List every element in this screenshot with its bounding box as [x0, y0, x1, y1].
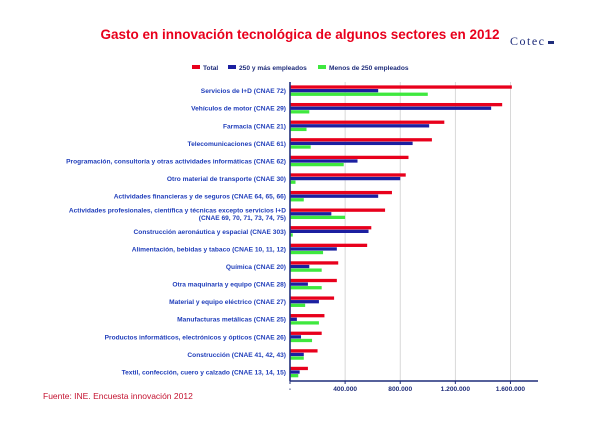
bar-large	[290, 335, 302, 339]
category-label: Actividades financieras y de seguros (CN…	[114, 194, 286, 201]
category-label: Material y equipo eléctrico (CNAE 27)	[169, 299, 286, 306]
category-labels: Servicios de I+D (CNAE 72) Vehículos de m…	[66, 88, 286, 376]
brand-name: Cotec	[510, 34, 546, 48]
legend-swatch	[228, 65, 236, 69]
category-label: Otra maquinaria y equipo (CNAE 28)	[172, 282, 286, 289]
x-tick-label: -	[289, 386, 291, 393]
bar-large	[290, 317, 297, 321]
category-label: Vehículos de motor (CNAE 29)	[191, 106, 286, 113]
bar-small	[290, 215, 346, 220]
bar-small	[290, 162, 344, 167]
legend-label: Total	[203, 65, 218, 72]
bars	[290, 85, 512, 378]
bar-total	[290, 243, 368, 247]
category-label: Alimentación, bebidas y tabaco (CNAE 10,…	[132, 246, 286, 253]
brand-logo: Cotec	[510, 34, 554, 49]
bar-total	[290, 120, 445, 124]
x-tick-label: 1.200.000	[441, 386, 471, 393]
bar-small	[290, 198, 304, 202]
bar-small	[290, 286, 322, 290]
legend-swatch	[192, 65, 200, 69]
bar-total	[290, 85, 512, 89]
bar-total	[290, 138, 432, 142]
bar-total	[290, 208, 386, 212]
bar-large	[290, 370, 300, 374]
x-tick-label: 1.600.000	[496, 386, 526, 393]
bar-small	[290, 145, 311, 149]
bar-small	[290, 338, 313, 343]
bar-small	[290, 92, 428, 96]
bar-large	[290, 176, 401, 181]
category-label: Construcción aeronáutica y espacial (CNA…	[134, 229, 286, 236]
category-label: Manufacturas metálicas (CNAE 25)	[177, 317, 286, 324]
bar-total	[290, 102, 503, 107]
bar-small	[290, 233, 293, 237]
bar-small	[290, 303, 306, 307]
bar-small	[290, 180, 296, 184]
bar-large	[290, 300, 319, 304]
bar-total	[290, 278, 337, 283]
category-label: Farmacia (CNAE 21)	[223, 123, 286, 130]
bar-large	[290, 194, 379, 198]
bar-small	[290, 127, 307, 132]
bar-total	[290, 261, 339, 265]
x-tick-label: 400.000	[333, 386, 357, 393]
bar-small	[290, 250, 324, 255]
bar-total	[290, 314, 325, 318]
category-label: Actividades profesionales, científica y …	[69, 208, 286, 215]
bar-total	[290, 296, 335, 300]
category-label: Programación, consultoría y otras activi…	[66, 158, 286, 165]
legend-swatch	[318, 65, 326, 69]
bar-small	[290, 268, 322, 272]
x-tick-label: 800.000	[388, 386, 412, 393]
brand-mark-icon	[547, 40, 554, 44]
bar-total	[290, 155, 409, 160]
bar-large	[290, 141, 413, 146]
bar-large	[290, 88, 379, 93]
category-label: Química (CNAE 20)	[226, 264, 286, 271]
bar-small	[290, 321, 319, 325]
bar-large	[290, 229, 369, 233]
bar-large	[290, 159, 358, 163]
bar-small	[290, 374, 299, 378]
source-note: Fuente: INE. Encuesta innovación 2012	[43, 391, 193, 401]
legend-label: Menos de 250 empleados	[329, 65, 409, 72]
bar-small	[290, 356, 304, 360]
category-label: Productos informáticos, electrónicos y ó…	[105, 334, 286, 341]
bar-total	[290, 226, 372, 230]
bar-large	[290, 264, 310, 269]
bar-total	[290, 331, 322, 335]
bar-total	[290, 349, 318, 353]
bar-large	[290, 124, 430, 128]
bar-large	[290, 282, 308, 286]
axes: - 400.000 800.000 1.200.000 1.600.000	[289, 82, 538, 393]
bar-large	[290, 247, 337, 251]
bar-large	[290, 212, 332, 216]
bar-large	[290, 106, 492, 110]
category-label: (CNAE 69, 70, 71, 73, 74, 75)	[199, 215, 286, 222]
category-label: Otro material de transporte (CNAE 30)	[167, 176, 286, 183]
bar-total	[290, 173, 406, 177]
legend-label: 250 y más empleados	[239, 65, 307, 72]
bar-small	[290, 110, 310, 114]
bar-total	[290, 190, 392, 195]
category-label: Construcción (CNAE 41, 42, 43)	[187, 352, 286, 359]
bar-total	[290, 366, 308, 371]
category-label: Textil, confección, cuero y calzado (CNA…	[122, 370, 286, 377]
chart-title: Gasto en innovación tecnológica de algun…	[100, 27, 500, 42]
legend: Total 250 y más empleados Menos de 250 emp…	[192, 65, 409, 72]
category-label: Telecomunicaciones (CNAE 61)	[188, 141, 286, 148]
category-label: Servicios de I+D (CNAE 72)	[201, 88, 286, 95]
bar-large	[290, 352, 304, 357]
